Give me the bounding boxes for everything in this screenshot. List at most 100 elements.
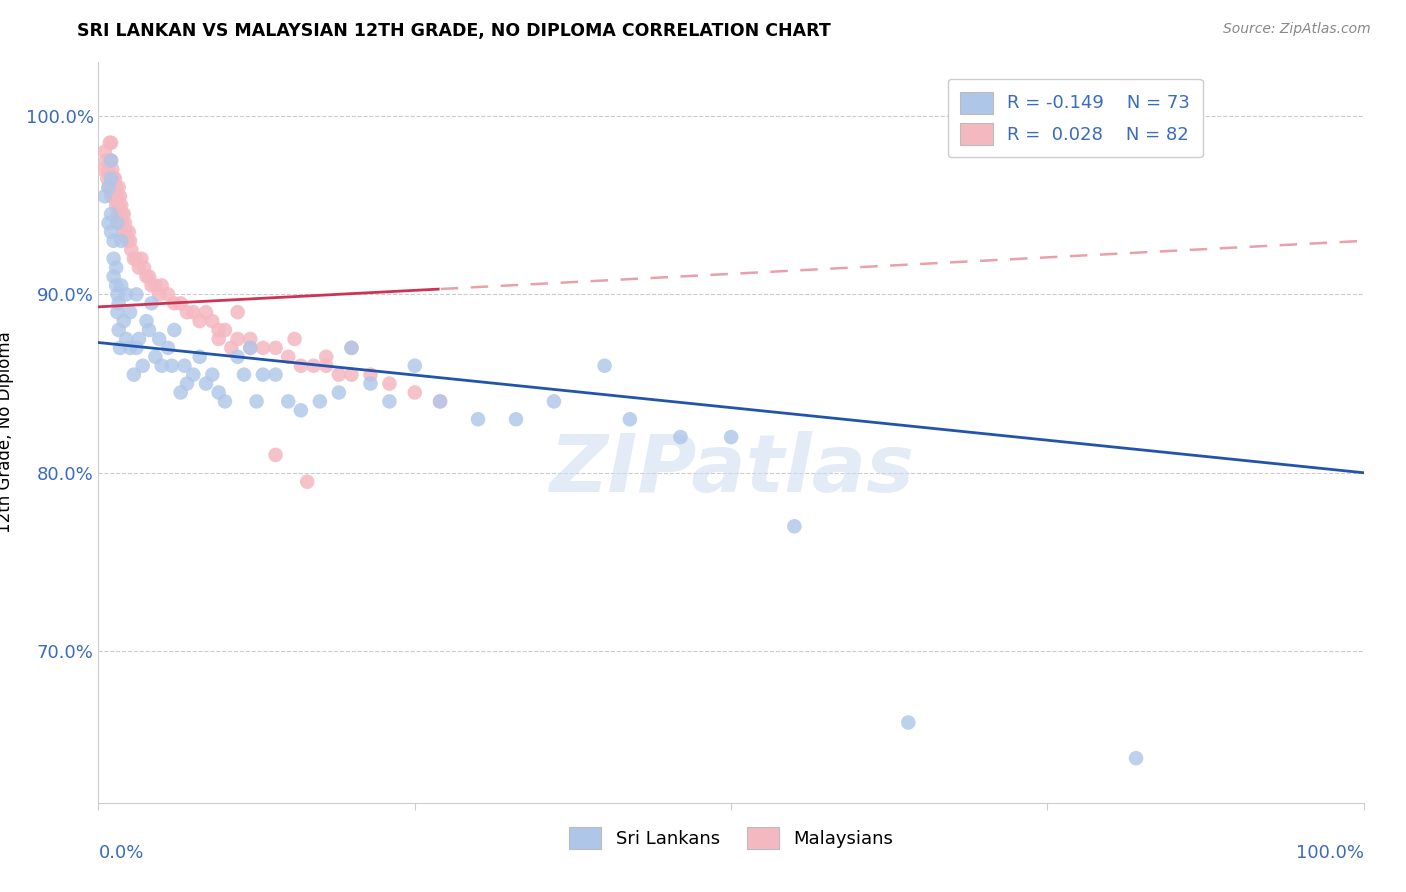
Point	[290, 403, 312, 417]
Text: 100.0%: 100.0%	[1296, 844, 1364, 862]
Point	[173, 359, 195, 373]
Point	[132, 260, 155, 275]
Point	[122, 368, 145, 382]
Point	[315, 350, 337, 364]
Point	[214, 394, 236, 409]
Point	[194, 376, 218, 391]
Point	[208, 332, 231, 346]
Point	[141, 296, 163, 310]
Point	[543, 394, 565, 409]
Point	[108, 341, 131, 355]
Point	[183, 305, 205, 319]
Point	[404, 359, 426, 373]
Point	[110, 216, 132, 230]
Point	[128, 260, 150, 275]
Point	[150, 359, 173, 373]
Point	[219, 341, 243, 355]
Point	[131, 252, 153, 266]
Point	[290, 359, 312, 373]
Point	[226, 305, 249, 319]
Point	[309, 394, 332, 409]
Point	[97, 180, 120, 194]
Point	[107, 189, 129, 203]
Point	[297, 475, 319, 489]
Point	[467, 412, 489, 426]
Point	[505, 412, 527, 426]
Point	[115, 225, 138, 239]
Text: Source: ZipAtlas.com: Source: ZipAtlas.com	[1223, 22, 1371, 37]
Point	[103, 189, 125, 203]
Point	[100, 171, 122, 186]
Point	[107, 180, 129, 194]
Point	[163, 296, 186, 310]
Point	[107, 323, 129, 337]
Point	[201, 368, 224, 382]
Point	[378, 394, 401, 409]
Point	[93, 145, 117, 159]
Point	[103, 234, 125, 248]
Point	[302, 359, 325, 373]
Point	[120, 341, 141, 355]
Point	[360, 376, 382, 391]
Point	[360, 368, 382, 382]
Point	[107, 296, 129, 310]
Point	[157, 287, 180, 301]
Point	[111, 216, 134, 230]
Point	[163, 323, 186, 337]
Point	[239, 341, 262, 355]
Point	[115, 332, 138, 346]
Point	[107, 207, 129, 221]
Point	[340, 341, 363, 355]
Point	[93, 189, 117, 203]
Point	[100, 153, 122, 168]
Point	[148, 332, 170, 346]
Point	[112, 207, 135, 221]
Point	[233, 368, 256, 382]
Point	[132, 359, 155, 373]
Point	[239, 332, 262, 346]
Point	[100, 153, 122, 168]
Point	[214, 323, 236, 337]
Point	[100, 189, 122, 203]
Point	[104, 171, 127, 186]
Point	[105, 198, 128, 212]
Point	[96, 171, 118, 186]
Point	[619, 412, 641, 426]
Point	[150, 278, 173, 293]
Point	[107, 198, 129, 212]
Point	[176, 305, 198, 319]
Point	[112, 314, 135, 328]
Point	[138, 323, 160, 337]
Text: 0.0%: 0.0%	[98, 844, 143, 862]
Point	[160, 359, 183, 373]
Point	[97, 216, 120, 230]
Point	[239, 341, 262, 355]
Point	[104, 189, 127, 203]
Point	[1125, 751, 1147, 765]
Point	[105, 278, 128, 293]
Point	[94, 153, 117, 168]
Point	[128, 332, 150, 346]
Point	[108, 189, 131, 203]
Point	[97, 162, 120, 177]
Point	[114, 216, 136, 230]
Point	[145, 278, 166, 293]
Point	[112, 225, 135, 239]
Point	[110, 198, 132, 212]
Point	[201, 314, 224, 328]
Point	[101, 162, 124, 177]
Point	[246, 394, 269, 409]
Y-axis label: 12th Grade, No Diploma: 12th Grade, No Diploma	[0, 332, 14, 533]
Point	[120, 305, 141, 319]
Point	[145, 350, 166, 364]
Point	[226, 350, 249, 364]
Point	[378, 376, 401, 391]
Point	[340, 341, 363, 355]
Point	[315, 359, 337, 373]
Point	[252, 368, 274, 382]
Point	[135, 314, 157, 328]
Point	[208, 323, 231, 337]
Point	[669, 430, 692, 444]
Point	[897, 715, 920, 730]
Point	[208, 385, 231, 400]
